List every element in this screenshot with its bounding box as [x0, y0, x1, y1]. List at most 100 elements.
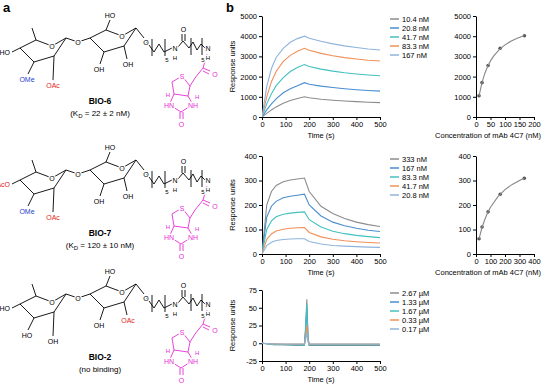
y-axis-tick: 4000 — [240, 32, 262, 41]
compound-caption: (KD = 22 ± 2 nM) — [70, 109, 130, 119]
bond — [190, 78, 195, 86]
bond — [178, 173, 183, 179]
x-axis-title: Concentration of mAb 4C7 (nM) — [435, 268, 541, 277]
x-axis-tick-label: 500 — [374, 364, 387, 373]
y-axis-tick: 5000 — [240, 12, 262, 21]
y-axis-tick-label: 400 — [244, 152, 257, 161]
atom-label: N — [205, 45, 210, 52]
y-axis-tick-mark — [259, 343, 262, 344]
series-line — [262, 304, 380, 345]
atom-label: H — [166, 92, 170, 98]
series-line — [262, 194, 380, 254]
bond — [12, 180, 20, 184]
y-axis-tick-label: 300 — [458, 176, 471, 185]
bond — [90, 160, 136, 184]
x-axis-tick: 200 — [528, 117, 541, 129]
y-axis-tick-mark — [473, 97, 476, 98]
x-axis-tick: 100 — [280, 254, 293, 266]
atom-label: N — [205, 301, 210, 308]
bond — [124, 46, 127, 59]
legend-swatch — [390, 194, 399, 196]
atom-label: H — [206, 55, 210, 61]
bond — [165, 295, 166, 312]
x-axis-tick-label: 300 — [327, 120, 340, 129]
y-axis-tick-mark — [259, 205, 262, 206]
plot-area — [262, 36, 380, 117]
panel-label: a — [3, 0, 11, 15]
x-axis-tick: 0 — [474, 117, 478, 129]
x-axis-tick-label: 200 — [303, 257, 316, 266]
y-axis-tick-label: 100 — [244, 225, 257, 234]
atom-label: O — [179, 377, 185, 384]
bond — [195, 324, 203, 334]
atom-label: 5 — [201, 313, 205, 319]
bond — [32, 284, 36, 296]
legend-swatch — [390, 45, 399, 47]
bond — [183, 173, 189, 180]
bond — [165, 171, 166, 188]
legend-label: 20.8 nM — [402, 191, 429, 200]
series-line — [262, 83, 380, 117]
bond — [185, 166, 186, 173]
y-axis-tick-mark — [473, 254, 476, 255]
legend-label: 2.67 µM — [402, 289, 429, 298]
y-axis-tick-label: 0 — [467, 250, 471, 259]
y-axis-tick-mark — [259, 16, 262, 17]
atom-label: NH — [188, 358, 198, 365]
compound-name: BIO-7 — [89, 228, 112, 238]
atom-label: O — [212, 203, 218, 210]
y-axis-tick-label: 200 — [244, 201, 257, 210]
x-axis-tick-label: 100 — [280, 364, 293, 373]
x-axis: 050100150200 — [474, 117, 540, 129]
atom-label: O — [49, 43, 55, 50]
x-axis-tick-label: 100 — [280, 257, 293, 266]
atom-label: H — [195, 226, 199, 232]
y-axis-tick-mark — [473, 205, 476, 206]
bond — [183, 368, 184, 375]
bond — [182, 34, 183, 41]
atom-label: OAc — [121, 317, 135, 324]
series-line — [262, 326, 380, 344]
y-axis-tick-label: 50 — [249, 304, 257, 313]
atom-label: H — [173, 187, 177, 193]
bond — [190, 334, 195, 342]
figure-svg: abHOOMeOAcOOHOOOHOHO5NHO5NHOSHHHNNHOBIO-… — [0, 0, 544, 390]
y-axis-tick: 0 — [253, 339, 262, 348]
y-axis-tick: 1000 — [240, 93, 262, 102]
y-axis-tick-mark — [473, 117, 476, 118]
bond — [124, 178, 127, 191]
bond — [165, 39, 166, 56]
y-axis-line — [262, 17, 263, 118]
legend-swatch — [390, 185, 399, 187]
x-axis-tick-label: 0 — [474, 257, 478, 266]
compound-name: BIO-6 — [89, 96, 112, 106]
legend: 2.67 µM1.33 µM1.67 µM0.33 µM0.17 µM — [390, 289, 429, 334]
atom-label: NH — [188, 102, 198, 109]
series-line — [262, 228, 380, 254]
bond — [152, 171, 153, 188]
atom-label: HO — [0, 49, 11, 56]
series-line — [262, 178, 380, 254]
y-axis-tick: 1000 — [454, 93, 476, 102]
atom-label: H — [206, 311, 210, 317]
atom-label: HO — [0, 305, 11, 312]
caption-part: = 22 ± 2 nM) — [83, 109, 131, 118]
y-axis-line — [476, 157, 477, 255]
atom-label: N — [205, 177, 210, 184]
bond — [183, 244, 184, 251]
x-axis-title: Concentration of mAb 4C7 (nM) — [435, 131, 541, 140]
atom-label: OH — [94, 198, 105, 205]
y-axis-title: Response units — [228, 40, 237, 92]
legend-swatch — [390, 328, 399, 330]
y-axis-title: Response units — [228, 299, 237, 351]
bond — [191, 38, 192, 55]
bond — [202, 170, 203, 187]
x-axis-tick: 200 — [303, 254, 316, 266]
x-axis-tick: 200 — [303, 361, 316, 373]
x-axis-tick: 50 — [487, 117, 495, 129]
bond — [53, 188, 54, 212]
x-axis-tick-label: 400 — [351, 120, 364, 129]
x-axis: 0100200300400500 — [260, 117, 386, 129]
structure: HOHOOHOOHOOOHOAcO5NHO5NHOSHHHNNHOBIO-2(n… — [0, 268, 218, 384]
x-axis-title: Time (s) — [307, 131, 335, 140]
